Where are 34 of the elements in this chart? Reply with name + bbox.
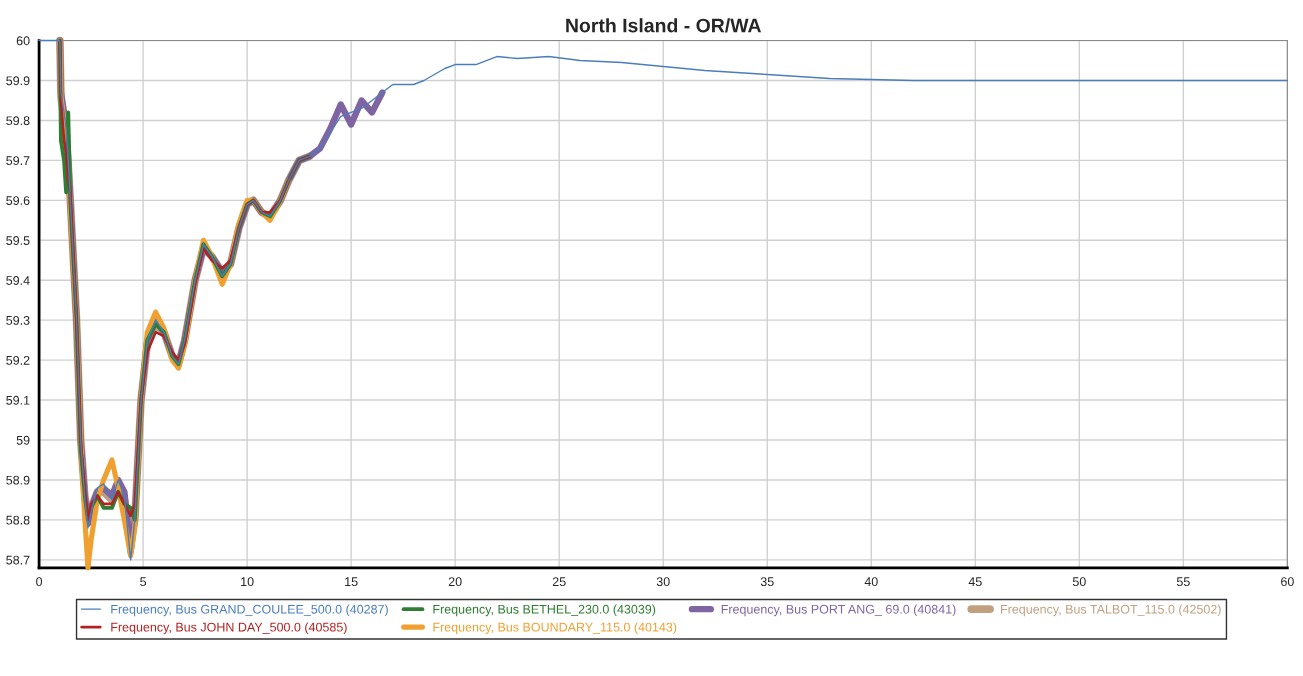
x-tick-label: 50 xyxy=(1072,577,1086,587)
y-tick-label: 59.7 xyxy=(6,156,30,166)
x-tick-label: 40 xyxy=(864,577,878,587)
y-tick-label: 58.9 xyxy=(6,475,30,485)
y-tick-label: 58.7 xyxy=(6,555,30,565)
x-tick-label: 55 xyxy=(1176,577,1190,587)
chart-title: North Island - OR/WA xyxy=(566,18,762,33)
y-tick-label: 59.8 xyxy=(6,116,30,126)
y-tick-label: 59.3 xyxy=(6,315,30,325)
y-tick-label: 59 xyxy=(16,435,30,445)
x-tick-label: 15 xyxy=(345,577,358,587)
legend-label: Frequency, Bus GRAND_COULEE_500.0 (40287) xyxy=(111,604,388,617)
legend-label: Frequency, Bus BETHEL_230.0 (43039) xyxy=(433,604,656,617)
y-tick-label: 59.2 xyxy=(6,355,30,365)
legend-label: Frequency, Bus BOUNDARY_115.0 (40143) xyxy=(433,622,677,635)
x-tick-label: 45 xyxy=(968,577,982,587)
x-tick-label: 25 xyxy=(552,577,566,587)
legend-label: Frequency, Bus TALBOT_115.0 (42502) xyxy=(1001,604,1221,617)
x-tick-label: 0 xyxy=(36,577,43,587)
y-tick-label: 58.8 xyxy=(6,515,30,525)
y-tick-label: 59.4 xyxy=(6,276,30,285)
y-tick-label: 59.1 xyxy=(6,395,30,405)
legend-label: Frequency, Bus JOHN DAY_500.0 (40585) xyxy=(111,622,347,635)
y-tick-label: 60 xyxy=(16,36,30,46)
x-tick-label: 35 xyxy=(760,577,774,587)
x-tick-label: 20 xyxy=(448,577,462,587)
y-tick-label: 59.6 xyxy=(6,196,30,205)
legend-label: Frequency, Bus PORT ANG_ 69.0 (40841) xyxy=(721,604,956,617)
x-tick-label: 5 xyxy=(140,577,147,587)
x-tick-label: 10 xyxy=(241,577,254,587)
x-tick-label: 60 xyxy=(1281,577,1294,587)
y-tick-label: 59.9 xyxy=(6,76,30,86)
x-tick-label: 30 xyxy=(656,577,670,587)
y-tick-label: 59.5 xyxy=(6,236,30,245)
